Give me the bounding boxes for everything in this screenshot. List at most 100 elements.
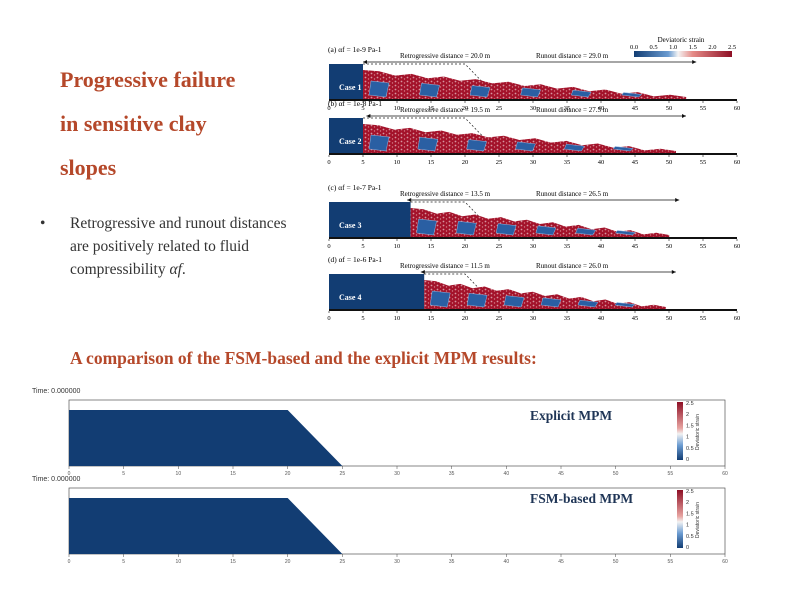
x-tick-label: 10: [394, 159, 401, 166]
x-tick-label: 0: [327, 315, 330, 322]
x-tick-label: 25: [496, 159, 503, 166]
alpha-f-symbol: αf: [169, 261, 182, 278]
case-panel: (c) αf = 1e-7 Pa-1 Retrogressive distance…: [327, 183, 740, 250]
x-tick-label: 45: [558, 471, 564, 477]
intact-clay-block: [329, 274, 425, 309]
x-tick-label: 40: [598, 159, 605, 166]
x-tick-label: 50: [613, 471, 619, 477]
intact-clay-fragment: [503, 295, 525, 308]
arrow-head: [366, 114, 371, 118]
failure-cases-svg: Deviatoric strain 0.0 0.5 1.0 1.5 2.0 2.5 (a)…: [327, 36, 741, 322]
colorbar-tick: 1.0: [669, 44, 677, 51]
x-tick-label: 45: [632, 243, 639, 250]
retrogressive-label: Retrogressive distance = 13.5 m: [400, 190, 491, 198]
case-alpha-label: (a) αf = 1e-9 Pa-1: [328, 45, 382, 54]
x-tick-label: 50: [666, 159, 673, 166]
colorbar-tick: 1: [686, 523, 689, 529]
arrow-head: [675, 198, 680, 202]
x-tick-label: 15: [428, 315, 435, 322]
case-name: Case 3: [339, 221, 361, 230]
case-alpha-label: (c) αf = 1e-7 Pa-1: [328, 183, 382, 192]
x-tick-label: 40: [504, 471, 510, 477]
intact-clay-fragment: [540, 297, 562, 308]
intact-clay-block: [329, 118, 363, 153]
x-tick-label: 5: [122, 471, 125, 477]
colorbar-tick: 1.5: [686, 511, 694, 517]
x-tick-label: 60: [734, 105, 741, 112]
bullet-suffix: .: [181, 261, 186, 278]
fsm-mpm-label: FSM-based MPM: [530, 491, 634, 506]
colorbar-gradient: [634, 51, 732, 57]
colorbar-tick: 1: [686, 435, 689, 441]
case-alpha-label: (d) αf = 1e-6 Pa-1: [328, 255, 382, 264]
x-tick-label: 55: [668, 559, 674, 565]
intact-clay-fragment: [368, 80, 390, 98]
x-tick-label: 15: [230, 471, 236, 477]
intact-clay-fragment: [570, 89, 592, 98]
intact-clay-block: [329, 64, 363, 99]
colorbar-tick: 2: [686, 412, 689, 418]
ground-base: [329, 309, 737, 311]
x-tick-label: 40: [598, 105, 605, 112]
intact-clay-fragment: [429, 290, 451, 308]
intact-clay-fragment: [621, 92, 643, 98]
x-tick-label: 35: [449, 559, 455, 565]
x-tick-label: 20: [285, 559, 291, 565]
slide-title: Progressive failure in sensitive clay sl…: [60, 58, 300, 190]
x-tick-label: 15: [428, 105, 435, 112]
colorbar-tick: 0.5: [686, 446, 694, 452]
x-tick-label: 45: [558, 559, 564, 565]
intact-clay-fragment: [416, 218, 437, 236]
runout-label: Runout distance = 27.5 m: [536, 106, 609, 114]
x-tick-label: 30: [530, 315, 537, 322]
intact-clay-fragment: [466, 293, 488, 308]
x-tick-label: 25: [496, 315, 503, 322]
x-tick-label: 5: [361, 105, 364, 112]
retrogressive-label: Retrogressive distance = 20.0 m: [400, 52, 491, 60]
x-tick-label: 60: [734, 315, 741, 322]
arrow-head: [407, 198, 412, 202]
colorbar-tick: 1.5: [689, 44, 697, 51]
case-panel: (d) αf = 1e-6 Pa-1 Retrogressive distance…: [327, 255, 740, 322]
case-name: Case 1: [339, 83, 361, 92]
fsm-mpm-plot: 0 5 10 15 20 25 30 35 40 45 50 55 60 2.5 2 1.5 1 0.5 0 Devi…: [68, 487, 728, 565]
x-tick-label: 25: [340, 559, 346, 565]
arrow-head: [363, 60, 367, 64]
intact-clay-fragment: [535, 225, 557, 236]
arrow-head: [682, 114, 686, 118]
colorbar-tick: 1.5: [686, 423, 694, 429]
x-tick-label: 10: [176, 559, 182, 565]
runout-label: Runout distance = 29.0 m: [536, 52, 609, 60]
debris-mass: [410, 208, 670, 237]
x-tick-label: 50: [666, 243, 673, 250]
x-tick-label: 35: [449, 471, 455, 477]
x-tick-label: 5: [361, 243, 364, 250]
intact-clay-fragment: [419, 83, 440, 98]
x-tick-label: 50: [666, 315, 673, 322]
x-tick-label: 0: [68, 559, 71, 565]
x-tick-label: 55: [668, 471, 674, 477]
x-tick-label: 30: [394, 471, 400, 477]
x-tick-label: 5: [122, 559, 125, 565]
fsm-mpm-panel: Time: 0.000000 0 5 10 15 20 25 30 35 40 45 50 55 60 2…: [32, 476, 744, 568]
x-tick-label: 25: [340, 471, 346, 477]
runout-label: Runout distance = 26.5 m: [536, 190, 609, 198]
x-tick-label: 10: [394, 243, 401, 250]
x-tick-label: 40: [504, 559, 510, 565]
intact-clay-fragment: [577, 299, 599, 308]
title-line-1: Progressive failure: [60, 67, 236, 92]
x-tick-label: 20: [462, 105, 469, 112]
x-tick-label: 40: [598, 243, 605, 250]
x-tick-label: 45: [632, 159, 639, 166]
intact-clay-block: [329, 202, 411, 237]
x-tick-label: 5: [361, 159, 364, 166]
debris-mass: [363, 70, 687, 99]
x-tick-label: 15: [428, 159, 435, 166]
intact-clay-fragment: [368, 134, 390, 152]
colorbar-tick: 2.5: [728, 44, 736, 51]
x-tick-label: 55: [700, 315, 707, 322]
case-alpha-label: (b) αf = 1e-8 Pa-1: [328, 99, 382, 108]
x-tick-label: 0: [327, 159, 330, 166]
x-tick-label: 30: [394, 559, 400, 565]
colorbar-title: Deviatoric strain: [695, 502, 701, 538]
